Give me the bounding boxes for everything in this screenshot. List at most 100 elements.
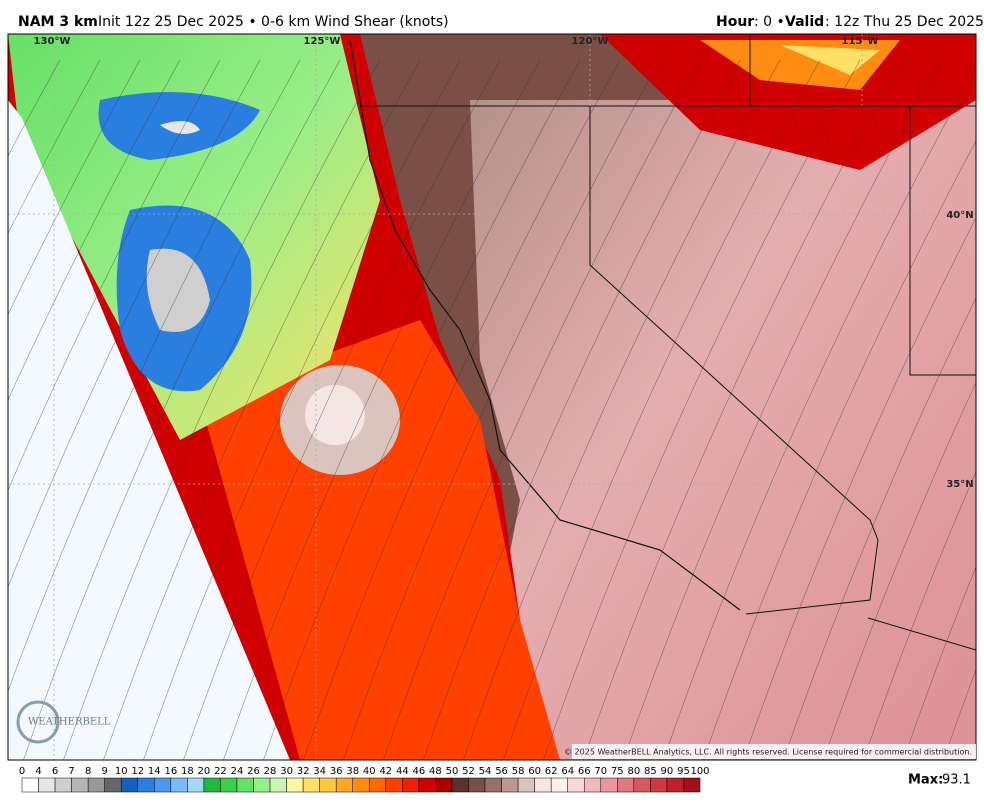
valid-label: Valid xyxy=(785,14,824,30)
colorbar-label: 7 xyxy=(68,766,74,777)
colorbar-label: 38 xyxy=(346,766,359,777)
colorbar-swatch xyxy=(567,777,585,793)
colorbar-label: 6 xyxy=(52,766,58,777)
streamline xyxy=(980,60,984,770)
colorbar-swatch xyxy=(269,777,287,793)
colorbar-swatch xyxy=(666,777,684,793)
colorbar-label: 66 xyxy=(578,766,591,777)
colorbar-label: 56 xyxy=(495,766,508,777)
colorbar-label: 50 xyxy=(446,766,459,777)
colorbar-label: 10 xyxy=(115,766,128,777)
colorbar-label: 36 xyxy=(330,766,343,777)
streamline xyxy=(423,59,741,760)
colorbar-swatch xyxy=(253,777,271,793)
colorbar-label: 62 xyxy=(545,766,558,777)
colorbar-swatch xyxy=(220,777,238,793)
streamline xyxy=(8,59,261,588)
colorbar-swatch xyxy=(352,777,370,793)
streamline xyxy=(583,59,901,760)
colorbar-swatch xyxy=(120,777,139,793)
streamline xyxy=(183,59,501,760)
colorbar-label: 100 xyxy=(690,766,709,777)
hour-label: Hour xyxy=(716,14,754,30)
colorbar-label: 9 xyxy=(101,766,107,777)
colorbar-swatch xyxy=(21,777,39,793)
colorbar-label: 48 xyxy=(429,766,442,777)
colorbar-label: 32 xyxy=(297,766,310,777)
colorbar: 0 4 6 7 8 9 10 12 14 16 18 20 22 24 26 28 30 32 34 36 38 40 42… xyxy=(19,766,710,793)
streamline xyxy=(743,217,976,760)
streamline xyxy=(343,59,661,760)
colorbar-label: 90 xyxy=(661,766,674,777)
streamline xyxy=(823,381,976,760)
lon-label: 120°W xyxy=(572,36,609,47)
colorbar-swatch xyxy=(335,777,353,793)
colorbar-label: 0 xyxy=(19,766,25,777)
streamline xyxy=(223,59,541,760)
colorbar-swatch xyxy=(302,777,320,793)
colorbar-label: 54 xyxy=(479,766,492,777)
colorbar-label: 46 xyxy=(413,766,426,777)
colorbar-swatch xyxy=(203,777,221,793)
streamline xyxy=(783,297,976,760)
colorbar-swatch xyxy=(71,777,89,793)
colorbar-label: 24 xyxy=(231,766,244,777)
colorbar-label: 4 xyxy=(35,766,41,777)
header-model: NAM 3 km xyxy=(18,14,98,30)
streamline xyxy=(703,140,976,760)
map xyxy=(8,34,984,770)
max-value: 93.1 xyxy=(942,773,971,788)
streamline xyxy=(463,59,781,760)
colorbar-swatch xyxy=(617,777,635,793)
streamline xyxy=(863,470,976,760)
colorbar-swatch xyxy=(550,777,568,793)
logo-mark xyxy=(16,700,60,744)
colorbar-swatch xyxy=(38,777,56,793)
colorbar-label: 42 xyxy=(379,766,392,777)
colorbar-label: 20 xyxy=(198,766,211,777)
colorbar-swatch xyxy=(385,777,403,793)
colorbar-label: 28 xyxy=(264,766,277,777)
colorbar-swatch xyxy=(418,777,436,793)
colorbar-swatch xyxy=(534,777,552,793)
colorbar-label: 26 xyxy=(247,766,260,777)
streamline xyxy=(8,59,181,401)
colorbar-swatch xyxy=(451,777,469,793)
colorbar-swatch xyxy=(402,777,420,793)
colorbar-label: 22 xyxy=(214,766,227,777)
hour-text: : 0 • xyxy=(754,14,785,30)
colorbar-label: 85 xyxy=(644,766,657,777)
colorbar-label: 52 xyxy=(462,766,475,777)
colorbar-swatch xyxy=(484,777,502,793)
colorbar-label: 34 xyxy=(313,766,326,777)
colorbar-label: 40 xyxy=(363,766,376,777)
colorbar-label: 95 xyxy=(677,766,690,777)
colorbar-swatch xyxy=(517,777,535,793)
streamlines xyxy=(8,59,984,770)
colorbar-swatch xyxy=(187,777,205,793)
colorbar-label: 70 xyxy=(594,766,607,777)
colorbar-swatch xyxy=(54,777,72,793)
streamline xyxy=(263,59,581,760)
copyright: © 2025 WeatherBELL Analytics, LLC. All r… xyxy=(564,748,972,757)
colorbar-swatch xyxy=(583,777,602,793)
streamline xyxy=(63,59,381,760)
colorbar-label: 75 xyxy=(611,766,624,777)
colorbar-label: 80 xyxy=(627,766,640,777)
colorbar-label: 8 xyxy=(85,766,91,777)
colorbar-swatch xyxy=(286,777,304,793)
streamline xyxy=(903,566,976,760)
colorbar-swatch xyxy=(154,777,172,793)
colorbar-swatch xyxy=(683,777,701,793)
logo: WEATHERBELL xyxy=(28,717,111,728)
colorbar-label: 64 xyxy=(561,766,574,777)
lat-label: 35°N xyxy=(946,479,973,490)
streamline xyxy=(543,59,861,760)
streamline xyxy=(23,59,341,760)
colorbar-swatch xyxy=(600,777,618,793)
streamline xyxy=(143,59,461,760)
streamline xyxy=(663,66,976,760)
colorbar-swatch xyxy=(435,777,453,793)
colorbar-label: 18 xyxy=(181,766,194,777)
